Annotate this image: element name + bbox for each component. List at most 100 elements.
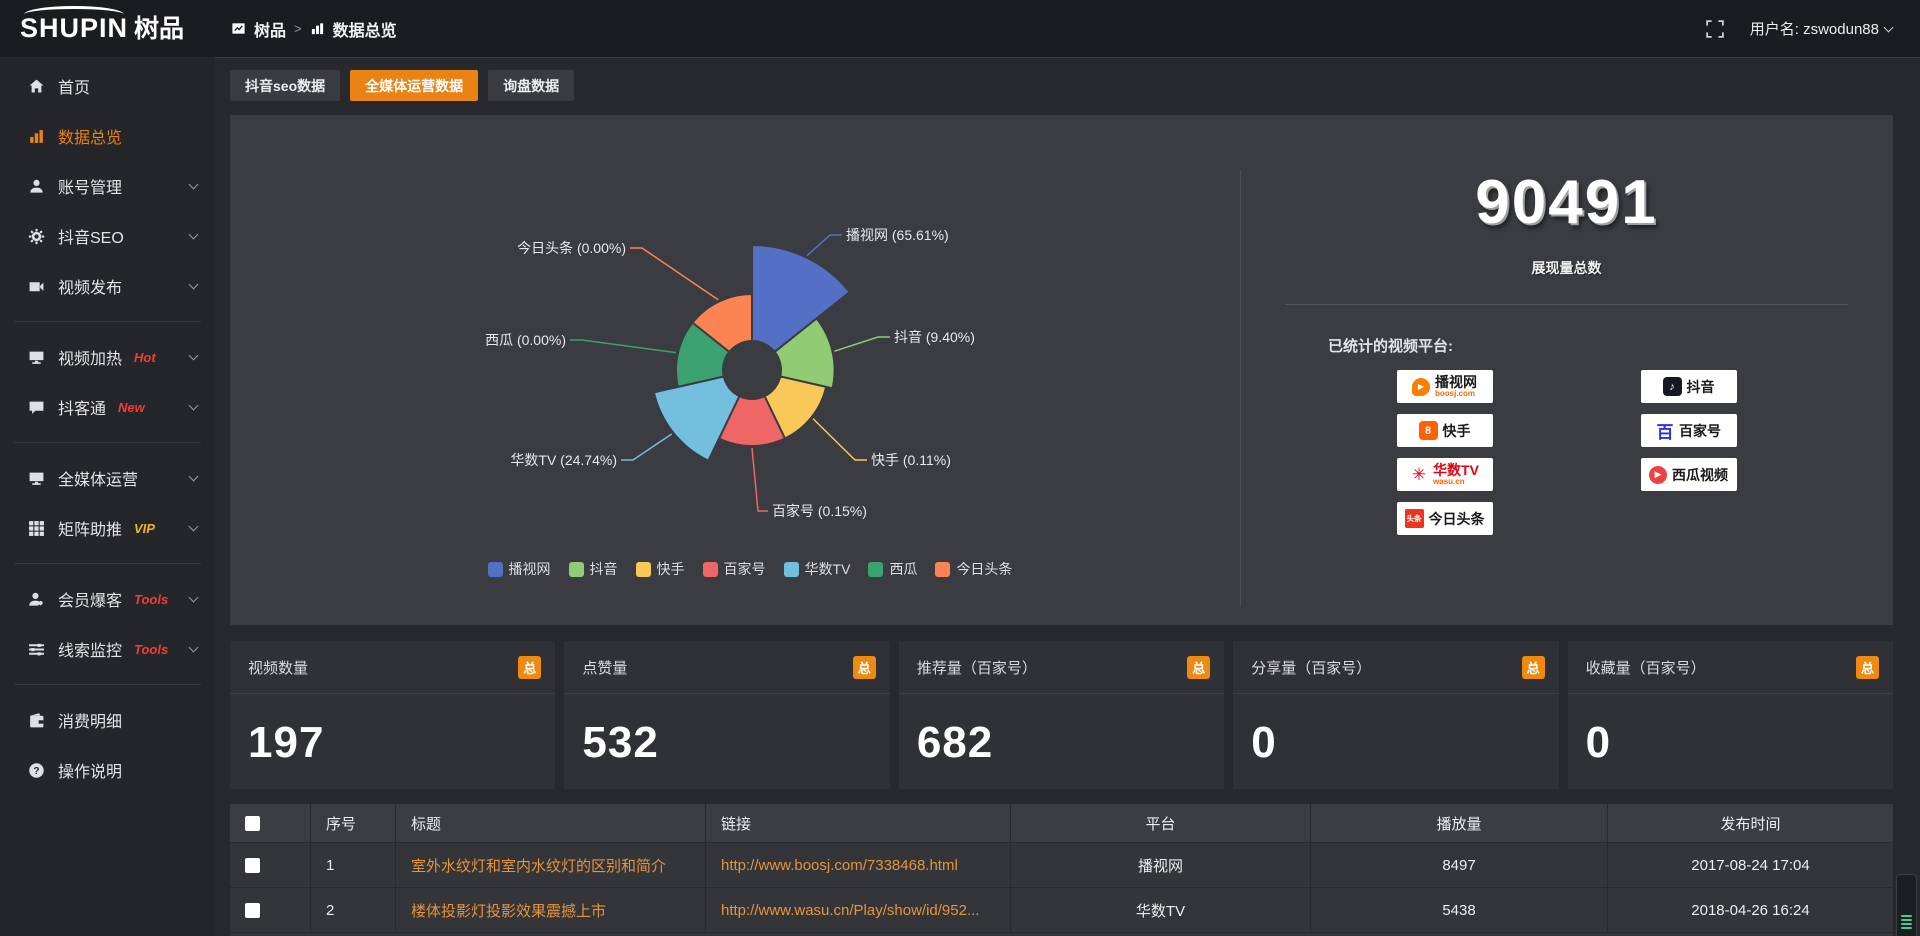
fullscreen-icon[interactable]	[1705, 19, 1724, 38]
legend-label: 播视网	[508, 561, 551, 577]
pie-label-line	[570, 339, 677, 354]
platform-name: 西瓜视频	[1672, 466, 1728, 483]
table-header-row: 序号 标题 链接 平台 播放量 发布时间	[230, 804, 1893, 842]
sidebar-item-抖音SEO[interactable]: 抖音SEO	[0, 211, 215, 261]
legend-item-百家号[interactable]: 百家号	[702, 559, 766, 579]
pie-slice-今日头条[interactable]	[691, 292, 753, 354]
legend-color-chip	[702, 561, 718, 577]
chevron-down-icon	[1883, 22, 1894, 32]
legend-color-chip	[568, 561, 584, 577]
legend-item-抖音[interactable]: 抖音	[568, 559, 618, 579]
title-link[interactable]: 室外水纹灯和室内水纹灯的区别和简介	[395, 843, 705, 887]
plays-cell: 8497	[1310, 843, 1607, 887]
sidebar-item-badge: VIP	[134, 520, 155, 536]
boosj-logo: ▶	[1412, 377, 1430, 396]
pie-label-line	[751, 447, 768, 512]
sidebar-item-线索监控[interactable]: 线索监控 Tools	[0, 624, 215, 674]
sidebar-item-label: 数据总览	[58, 130, 123, 147]
breadcrumb-current[interactable]: 数据总览	[332, 22, 397, 40]
sidebar-divider	[14, 442, 201, 443]
url-link[interactable]: http://www.boosj.com/7338468.html	[705, 843, 1010, 887]
stat-card-value: 532	[582, 718, 659, 767]
bar-chart-icon	[28, 128, 45, 145]
pie-slice-华数TV[interactable]	[652, 375, 741, 463]
tab-询盘数据[interactable]: 询盘数据	[488, 70, 575, 101]
member-icon	[28, 591, 45, 608]
sidebar-item-label: 操作说明	[58, 764, 123, 781]
tab-抖音seo数据[interactable]: 抖音seo数据	[230, 70, 341, 101]
sidebar-item-全媒体运营[interactable]: 全媒体运营	[0, 453, 215, 503]
sidebar-item-会员爆客[interactable]: 会员爆客 Tools	[0, 574, 215, 624]
legend-item-今日头条[interactable]: 今日头条	[935, 559, 1012, 579]
total-badge[interactable]: 总	[852, 655, 876, 679]
pie-label-播视网: 播视网 (65.61%)	[846, 227, 949, 243]
platform-name: 快手	[1442, 422, 1471, 439]
legend-item-快手[interactable]: 快手	[635, 559, 685, 579]
row-checkbox[interactable]	[245, 857, 260, 873]
pie-label-快手: 快手 (0.11%)	[871, 452, 951, 468]
sidebar-item-矩阵助推[interactable]: 矩阵助推 VIP	[0, 503, 215, 553]
platform-share-pie-chart: 播视网 (65.61%) 抖音 (9.40%) 快手 (0.11%) 百家号 (0.1…	[485, 227, 975, 519]
sidebar-item-账号管理[interactable]: 账号管理	[0, 161, 215, 211]
monitor-icon	[28, 470, 45, 487]
floating-helper-widget[interactable]	[1896, 874, 1917, 936]
sidebar-item-操作说明[interactable]: ? 操作说明	[0, 745, 215, 795]
breadcrumb-home[interactable]: 树品	[254, 22, 287, 40]
stat-card-value: 682	[916, 718, 994, 767]
url-link[interactable]: http://www.wasu.cn/Play/show/id/952...	[705, 888, 1010, 932]
gear-icon	[28, 228, 45, 245]
platform-name: 华数TV	[1433, 462, 1479, 478]
pie-slice-西瓜[interactable]	[675, 321, 731, 389]
pie-label-今日头条: 今日头条 (0.00%)	[517, 240, 626, 256]
legend-label: 今日头条	[956, 561, 1013, 577]
sidebar-item-消费明细[interactable]: 消费明细	[0, 695, 215, 745]
platform-name: 播视网	[1435, 374, 1477, 390]
select-all-checkbox[interactable]	[245, 815, 260, 831]
summary-divider	[1285, 304, 1848, 305]
legend-item-播视网[interactable]: 播视网	[487, 559, 551, 579]
legend-color-chip	[935, 561, 951, 577]
sidebar-item-数据总览[interactable]: 数据总览	[0, 111, 215, 161]
row-select-cell	[230, 888, 310, 932]
sidebar-item-label: 会员爆客	[58, 593, 123, 610]
sidebar-item-badge: Tools	[134, 641, 169, 657]
pie-slice-播视网[interactable]	[751, 243, 852, 354]
pie-slice-快手[interactable]	[763, 375, 828, 440]
legend-label: 抖音	[589, 561, 618, 577]
plays-cell: 5438	[1310, 888, 1607, 932]
pie-label-华数TV: 华数TV (24.74%)	[510, 452, 617, 468]
tab-全媒体运营数据[interactable]: 全媒体运营数据	[350, 70, 479, 101]
total-badge[interactable]: 总	[518, 655, 542, 679]
sidebar-item-label: 矩阵助推	[58, 522, 123, 539]
sidebar-item-视频加热[interactable]: 视频加热 Hot	[0, 332, 215, 382]
total-badge[interactable]: 总	[1187, 655, 1211, 679]
legend-item-华数TV[interactable]: 华数TV	[783, 559, 850, 579]
sidebar-item-首页[interactable]: 首页	[0, 61, 215, 111]
pie-slice-抖音[interactable]	[773, 317, 836, 390]
total-badge[interactable]: 总	[1856, 655, 1880, 679]
legend-item-西瓜[interactable]: 西瓜	[868, 559, 917, 579]
stat-card-视频数量: 视频数量 总 197	[230, 641, 556, 789]
legend-color-chip	[868, 561, 884, 577]
stat-card-label: 分享量（百家号）	[1251, 659, 1372, 677]
stat-card-点赞量: 点赞量 总 532	[564, 641, 890, 789]
sidebar-item-label: 抖音SEO	[58, 230, 124, 247]
user-menu[interactable]: 用户名: zswodun88	[1750, 18, 1894, 39]
sidebar-item-抖客通[interactable]: 抖客通 New	[0, 382, 215, 432]
sidebar-item-label: 消费明细	[58, 714, 123, 731]
legend-color-chip	[783, 561, 799, 577]
title-link[interactable]: 楼体投影灯投影效果震撼上市	[395, 888, 705, 932]
pie-label-line	[806, 234, 842, 257]
pie-slice-百家号[interactable]	[717, 394, 787, 447]
chat-icon	[28, 399, 45, 416]
chart-legend: 播视网 抖音 快手 百家号 华数TV 西瓜 今日头条	[260, 559, 1240, 579]
pie-label-line	[621, 433, 673, 461]
seq-cell: 2	[310, 888, 395, 932]
kuaishou-logo: 8	[1418, 421, 1438, 440]
total-badge[interactable]: 总	[1521, 655, 1545, 679]
sidebar-item-label: 账号管理	[58, 180, 123, 197]
sidebar-item-label: 首页	[58, 80, 91, 97]
row-checkbox[interactable]	[245, 902, 260, 918]
sidebar-item-视频发布[interactable]: 视频发布	[0, 261, 215, 311]
platforms-title: 已统计的视频平台:	[1328, 338, 1453, 355]
